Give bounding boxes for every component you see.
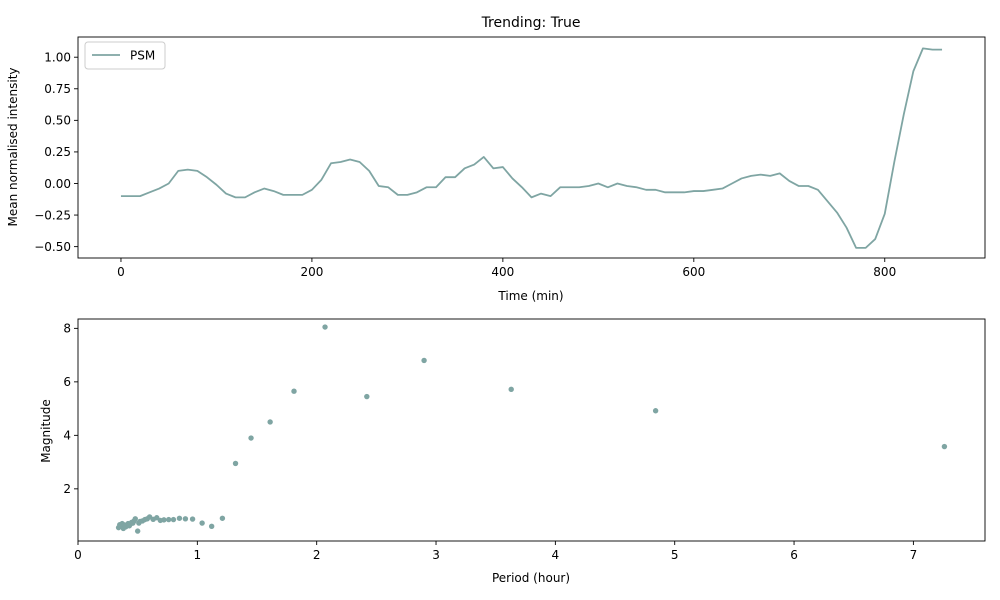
x-tick-label: 6: [790, 548, 798, 562]
line-chart-marks: [120, 47, 943, 249]
y-tick-label: 0.00: [44, 177, 71, 191]
x-tick-label: 5: [671, 548, 679, 562]
plot-frame: [77, 36, 986, 259]
scatter-point: [176, 515, 183, 521]
scatter-point: [166, 516, 172, 523]
y-tick-label: 0.25: [44, 145, 71, 159]
scatter-point: [199, 520, 205, 526]
scatter-point: [182, 516, 189, 522]
y-tick-label: 0.50: [44, 114, 71, 128]
x-tick-label: 400: [491, 265, 514, 279]
scatter-point: [232, 460, 239, 467]
y-tick-label: 6: [63, 375, 71, 389]
x-tick-label: 200: [300, 265, 323, 279]
x-tick-label: 4: [552, 548, 560, 562]
scatter-point: [208, 523, 215, 529]
scatter-point: [652, 408, 659, 414]
y-tick-label: −0.25: [34, 208, 71, 222]
scatter-chart-axes: 0 1 2 3 4 5 6 7 2 4 6 8: [63, 318, 986, 562]
scatter-point: [134, 528, 141, 534]
x-tick-label: 600: [682, 265, 705, 279]
y-tick-label: 0.75: [44, 82, 71, 96]
series-line-psm: [120, 47, 943, 249]
x-tick-label: 1: [194, 548, 202, 562]
scatter-point: [161, 517, 167, 523]
legend-label-psm: PSM: [130, 49, 155, 63]
y-tick-label: −0.50: [34, 240, 71, 254]
x-axis-label: Period (hour): [492, 571, 570, 585]
scatter-point: [508, 386, 514, 393]
scatter-point: [132, 516, 138, 522]
scatter-point: [364, 393, 370, 400]
x-tick-label: 2: [313, 548, 321, 562]
scatter-point: [189, 516, 196, 522]
chart-title: Trending: True: [481, 15, 581, 31]
x-tick-label: 0: [117, 265, 125, 279]
line-chart-panel: Trending: True 0 200 400 600 800 −0.50 −0.25 0.…: [6, 15, 986, 303]
x-tick-label: 0: [74, 548, 82, 562]
x-tick-label: 3: [432, 548, 440, 562]
x-tick-label: 800: [873, 265, 896, 279]
x-axis-label: Time (min): [497, 289, 563, 303]
y-tick-label: 8: [63, 322, 71, 336]
scatter-chart-marks: [115, 324, 948, 534]
y-axis-label: Magnitude: [39, 399, 53, 463]
legend-box: [84, 41, 166, 70]
scatter-point: [219, 515, 226, 521]
scatter-point: [170, 516, 177, 523]
scatter-chart-panel: 0 1 2 3 4 5 6 7 2 4 6 8 Period (hour) Magnitude: [39, 318, 986, 585]
scatter-point: [322, 324, 328, 330]
y-tick-label: 1.00: [44, 51, 71, 65]
plot-frame: [77, 318, 986, 542]
scatter-point: [267, 419, 273, 425]
y-tick-label: 4: [63, 429, 71, 443]
scatter-point: [248, 435, 254, 441]
scatter-point: [421, 357, 427, 364]
legend: PSM: [84, 41, 166, 70]
scatter-point: [291, 388, 297, 394]
scatter-point: [941, 443, 948, 450]
x-tick-label: 7: [910, 548, 918, 562]
y-tick-label: 2: [63, 482, 71, 496]
line-chart-axes: 0 200 400 600 800 −0.50 −0.25 0.00 0.25 0.50 0.75 1…: [34, 36, 986, 279]
y-axis-label: Mean normalised intensity: [6, 68, 20, 227]
